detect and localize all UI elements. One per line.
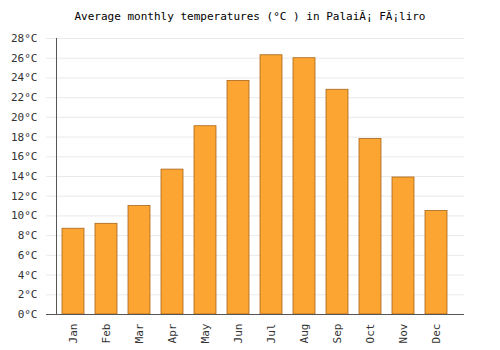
svg-text:10°C: 10°C: [11, 209, 38, 222]
svg-text:Sep: Sep: [331, 324, 344, 344]
svg-text:Feb: Feb: [100, 324, 113, 344]
svg-text:Jul: Jul: [265, 324, 278, 344]
svg-text:Dec: Dec: [430, 324, 443, 344]
svg-text:6°C: 6°C: [18, 249, 38, 262]
svg-text:Jan: Jan: [67, 324, 80, 344]
svg-text:4°C: 4°C: [18, 269, 38, 282]
svg-text:20°C: 20°C: [11, 111, 38, 124]
svg-text:28°C: 28°C: [11, 32, 38, 45]
svg-text:14°C: 14°C: [11, 170, 38, 183]
svg-text:2°C: 2°C: [18, 288, 38, 301]
svg-text:Mar: Mar: [133, 323, 146, 343]
svg-text:8°C: 8°C: [18, 229, 38, 242]
svg-text:Apr: Apr: [166, 323, 179, 343]
svg-text:22°C: 22°C: [11, 91, 38, 104]
svg-text:18°C: 18°C: [11, 131, 38, 144]
svg-text:Nov: Nov: [397, 323, 410, 343]
svg-text:Aug: Aug: [298, 324, 311, 344]
html-text:Average monthly temperatures (: Average monthly temperatures (°C ) in Pa…: [74, 10, 426, 23]
svg-text:May: May: [199, 323, 212, 343]
svg-text:0°C: 0°C: [18, 308, 38, 321]
svg-text:Jun: Jun: [232, 324, 245, 344]
svg-text:24°C: 24°C: [11, 71, 38, 84]
svg-text:12°C: 12°C: [11, 190, 38, 203]
svg-text:Oct: Oct: [364, 324, 377, 344]
svg-text:16°C: 16°C: [11, 150, 38, 163]
svg-text:26°C: 26°C: [11, 52, 38, 65]
